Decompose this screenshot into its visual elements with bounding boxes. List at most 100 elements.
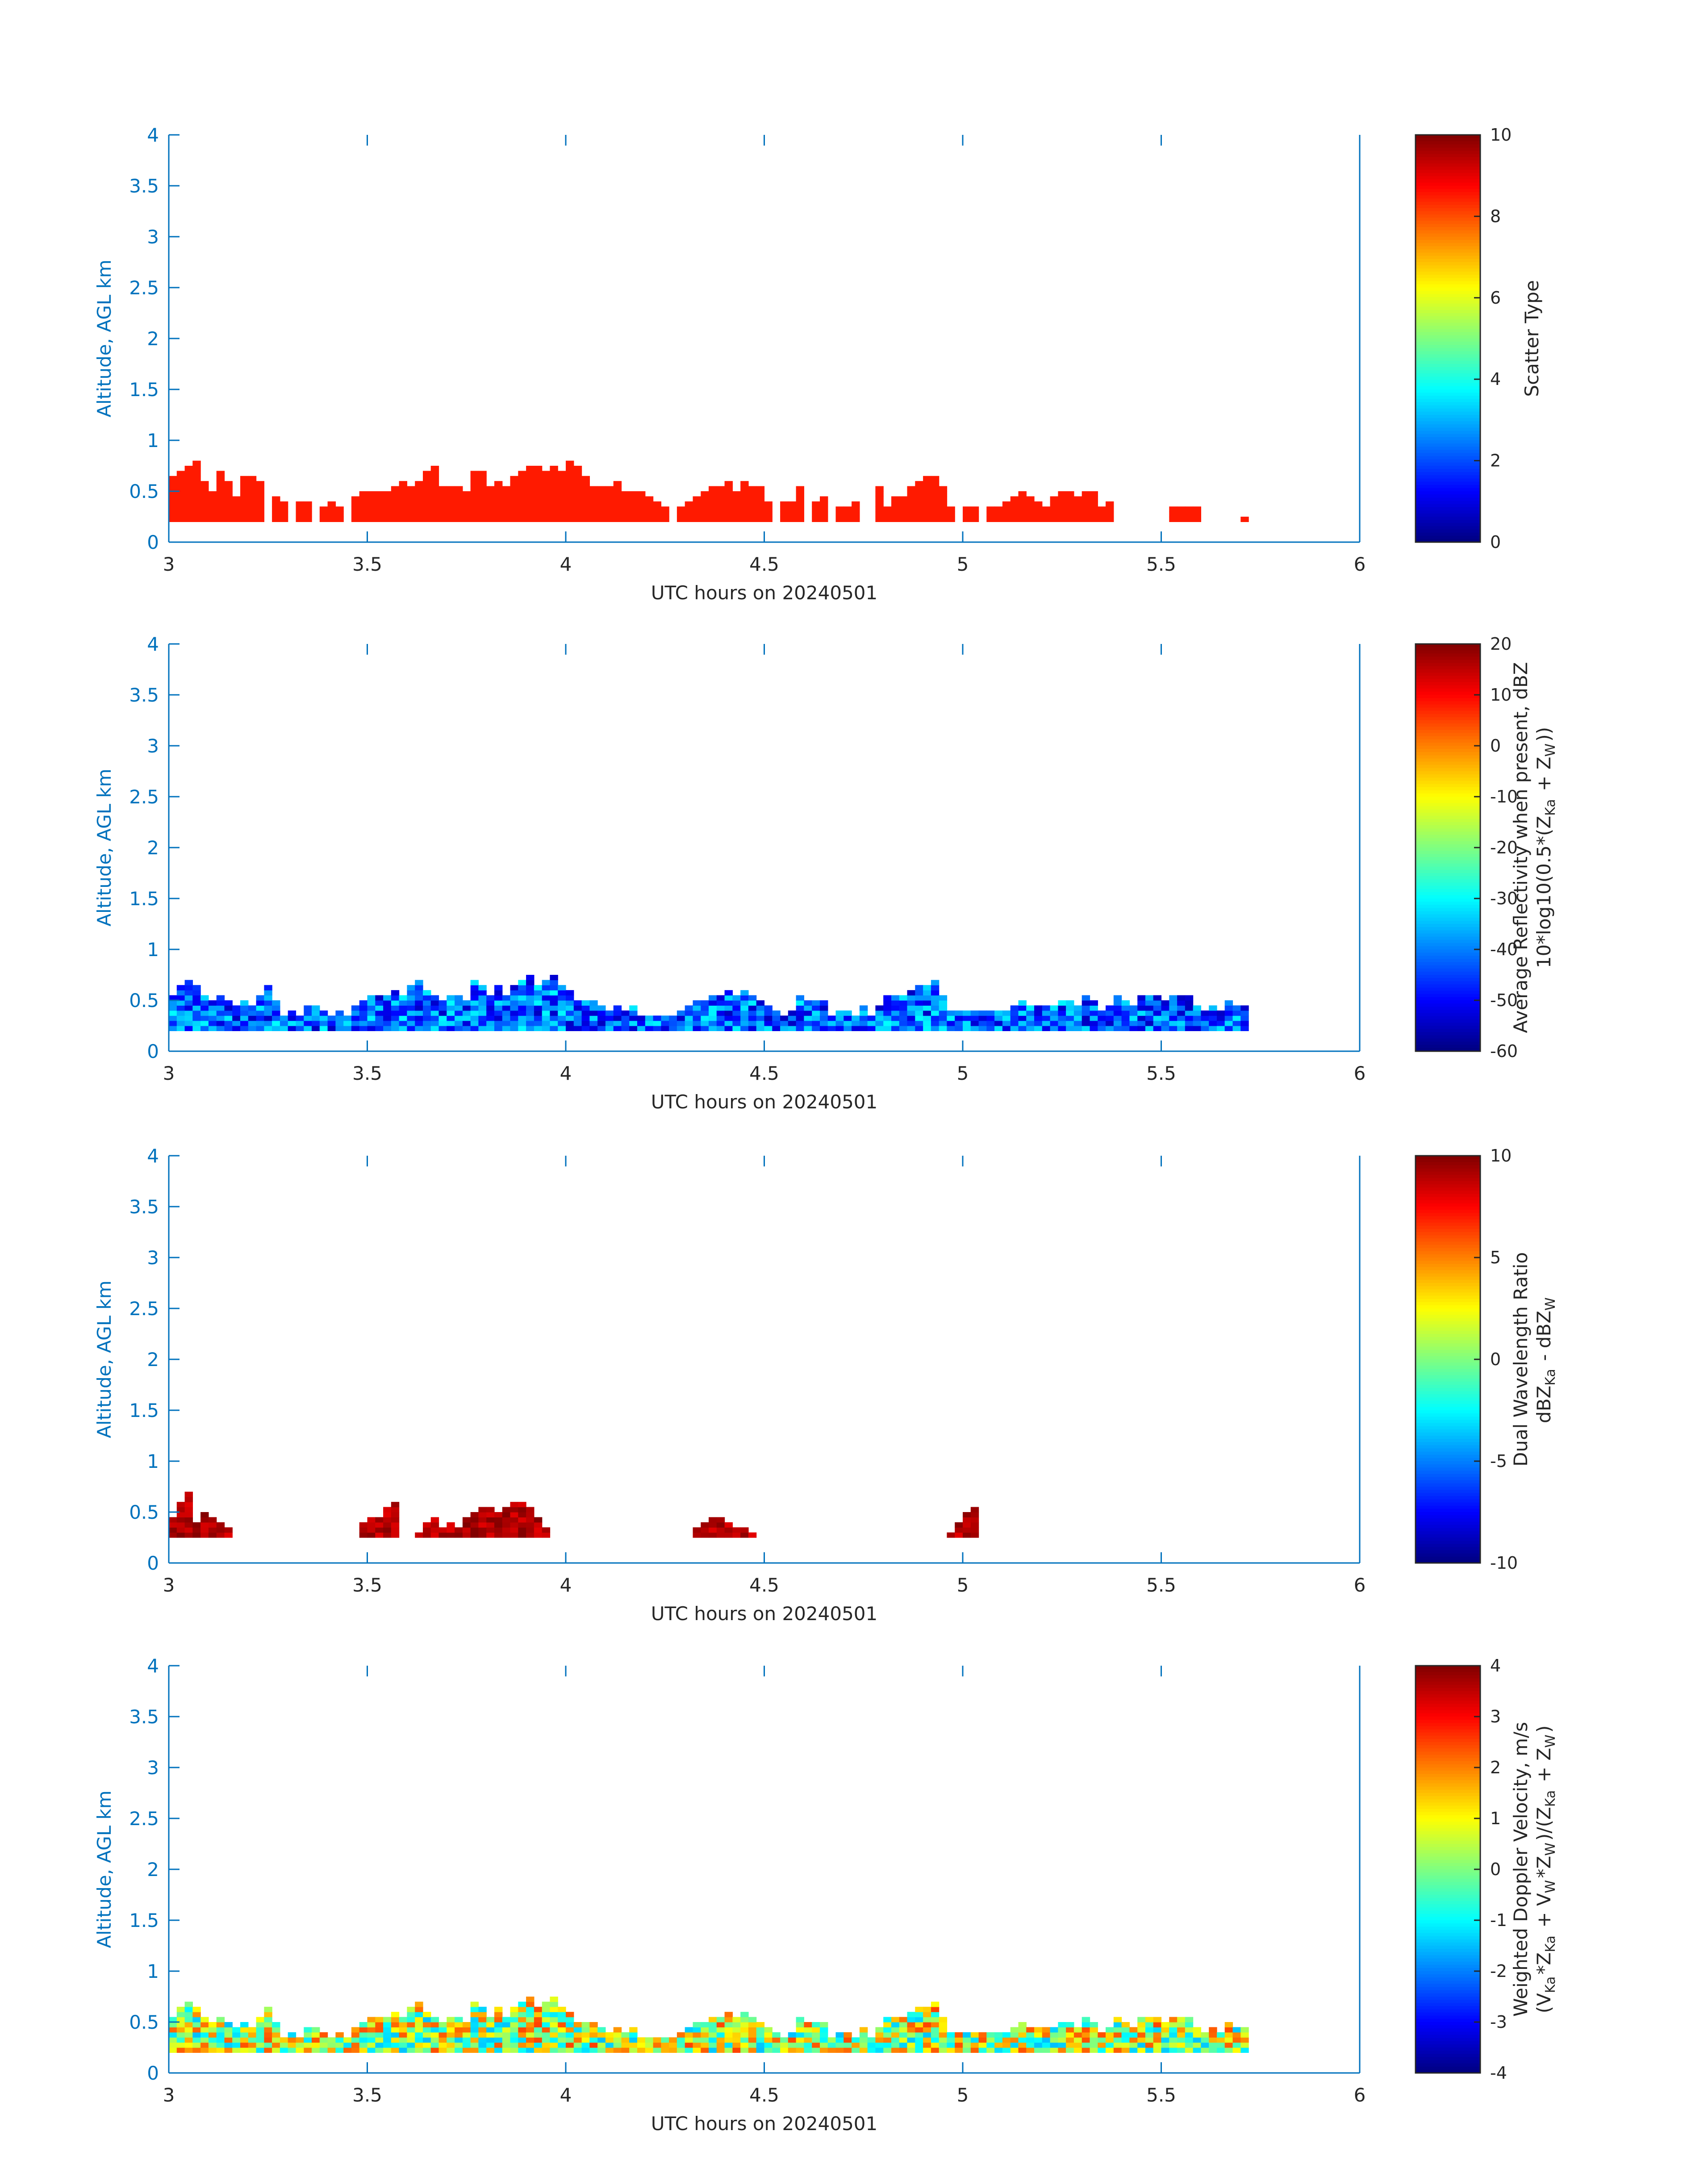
heatmap-cell <box>534 995 543 1001</box>
heatmap-cell <box>319 1015 328 1021</box>
heatmap-cell <box>780 1026 789 1031</box>
heatmap-cell <box>764 1010 773 1016</box>
y-tick-label: 1.5 <box>129 1910 159 1931</box>
heatmap-cell <box>335 2037 344 2043</box>
heatmap-cell <box>542 517 551 522</box>
heatmap-cell <box>923 2032 931 2038</box>
heatmap-cell <box>1153 2022 1162 2027</box>
heatmap-cell <box>486 1020 495 1026</box>
colorbar-segment <box>1416 997 1480 1001</box>
heatmap-cell <box>1113 995 1122 1001</box>
y-axis-label: Altitude, AGL km <box>93 1280 115 1438</box>
heatmap-cell <box>1232 1005 1241 1011</box>
heatmap-cell <box>796 1000 804 1006</box>
colorbar-segment <box>1416 1780 1480 1784</box>
y-tick-label: 1.5 <box>129 1400 159 1421</box>
heatmap-cell <box>502 506 511 512</box>
heatmap-cell <box>200 491 209 497</box>
heatmap-cell <box>455 1005 463 1011</box>
colorbar-segment <box>1416 1796 1480 1800</box>
heatmap-cell <box>184 491 193 497</box>
colorbar-segment <box>1416 186 1480 189</box>
colorbar-segment <box>1416 2066 1480 2070</box>
heatmap-cell <box>852 2042 860 2048</box>
heatmap-cell <box>296 506 304 512</box>
heatmap-cell <box>796 1005 804 1011</box>
heatmap-cell <box>1050 1010 1058 1016</box>
heatmap-cell <box>1026 511 1035 517</box>
y-tick-label: 1 <box>147 430 159 451</box>
heatmap-cell <box>923 511 931 517</box>
heatmap-cell <box>1185 2027 1194 2033</box>
heatmap-cell <box>1073 1015 1082 1021</box>
colorbar-segment <box>1416 1666 1480 1669</box>
colorbar-segment <box>1416 504 1480 508</box>
heatmap-cell <box>184 1496 193 1502</box>
colorbar-segment <box>1416 173 1480 177</box>
heatmap-cell <box>629 2042 638 2048</box>
heatmap-cell <box>709 2027 717 2033</box>
colorbar-segment <box>1416 1337 1480 1341</box>
heatmap-cell <box>319 511 328 517</box>
colorbar-segment <box>1416 367 1480 371</box>
colorbar-segment <box>1416 959 1480 963</box>
heatmap-cell <box>510 491 518 497</box>
colorbar-segment <box>1416 291 1480 295</box>
heatmap-cell <box>502 1020 511 1026</box>
heatmap-cell <box>852 1026 860 1031</box>
heatmap-cell <box>1090 1015 1098 1021</box>
colorbar-segment <box>1416 698 1480 702</box>
colorbar-segment <box>1416 1898 1480 1902</box>
heatmap-cell <box>653 2037 661 2043</box>
heatmap-cell <box>1106 1026 1114 1031</box>
heatmap-cell <box>391 2027 400 2033</box>
heatmap-cell <box>526 2042 535 2048</box>
heatmap-cell <box>1209 2032 1217 2038</box>
colorbar-segment <box>1416 1538 1480 1541</box>
colorbar-segment <box>1416 1013 1480 1017</box>
colorbar-segment <box>1416 949 1480 953</box>
colorbar-segment <box>1416 450 1480 454</box>
heatmap-cell <box>1201 1026 1209 1031</box>
colorbar-segment <box>1416 886 1480 890</box>
heatmap-cell <box>621 506 630 512</box>
heatmap-cell <box>534 1005 543 1011</box>
heatmap-cell <box>518 1020 526 1026</box>
heatmap-cell <box>1145 2047 1154 2053</box>
colorbar-segment <box>1416 1471 1480 1475</box>
heatmap-cell <box>1098 1010 1106 1016</box>
y-tick-label: 1 <box>147 1450 159 1472</box>
heatmap-cell <box>573 2027 582 2033</box>
heatmap-cell <box>899 1010 908 1016</box>
heatmap-cell <box>438 1005 447 1011</box>
colorbar-segment <box>1416 376 1480 380</box>
colorbar-segment <box>1416 1267 1480 1271</box>
heatmap-cell <box>963 1020 971 1026</box>
colorbar-segment <box>1416 965 1480 969</box>
colorbar-segment <box>1416 1048 1480 1052</box>
heatmap-cell <box>1098 2037 1106 2043</box>
heatmap-cells <box>169 1997 1249 2053</box>
colorbar-segment <box>1416 793 1480 797</box>
heatmap-cell <box>1066 501 1074 507</box>
heatmap-cell <box>470 980 479 986</box>
colorbar-segment <box>1416 1321 1480 1325</box>
heatmap-cell <box>264 1026 272 1031</box>
heatmap-cell <box>399 491 407 497</box>
heatmap-cell <box>447 2042 455 2048</box>
heatmap-cell <box>438 2032 447 2038</box>
heatmap-cell <box>280 517 288 522</box>
heatmap-cell <box>1232 1020 1241 1026</box>
colorbar-segment <box>1416 217 1480 221</box>
heatmap-cell <box>740 511 749 517</box>
y-tick-label: 4 <box>147 633 159 655</box>
heatmap-cell <box>248 511 257 517</box>
colorbar-segment <box>1416 1378 1480 1382</box>
heatmap-cell <box>939 1020 948 1026</box>
heatmap-cell <box>494 2012 503 2018</box>
colorbar-segment <box>1416 1369 1480 1373</box>
colorbar-segment <box>1416 2031 1480 2035</box>
heatmap-cell <box>359 511 368 517</box>
heatmap-cell <box>470 511 479 517</box>
heatmap-cell <box>304 1005 312 1011</box>
